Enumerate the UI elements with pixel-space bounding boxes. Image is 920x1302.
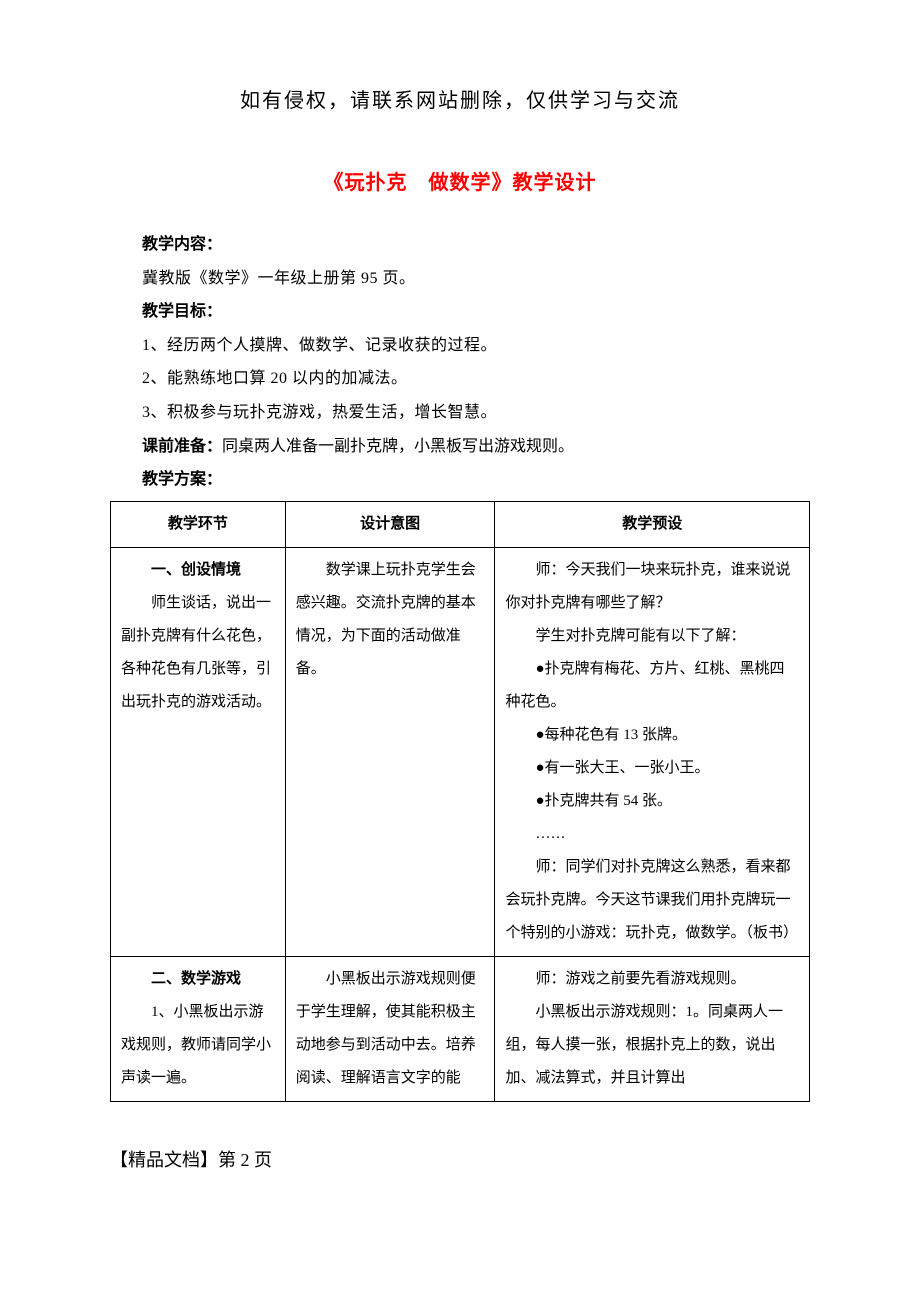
r1c3-p8: 师：同学们对扑克牌这么熟悉，看来都会玩扑克牌。今天这节课我们用扑克牌玩一个特别的… — [505, 851, 799, 950]
r1c3-p2: 学生对扑克牌可能有以下了解： — [505, 620, 799, 653]
cell-r2c3: 师：游戏之前要先看游戏规则。 小黑板出示游戏规则：1。同桌两人一组，每人摸一张，… — [495, 956, 810, 1101]
teaching-plan-table: 教学环节 设计意图 教学预设 一、创设情境 师生谈话，说出一副扑克牌有什么花色，… — [110, 501, 810, 1102]
r2c2-para: 小黑板出示游戏规则便于学生理解，使其能积极主动地参与到活动中去。培养阅读、理解语… — [296, 963, 485, 1095]
page-footer: 【精品文档】第 2 页 — [110, 1142, 810, 1180]
r1c3-p4: ●每种花色有 13 张牌。 — [505, 719, 799, 752]
section-content-text: 冀教版《数学》一年级上册第 95 页。 — [110, 262, 810, 296]
cell-r1c2: 数学课上玩扑克学生会感兴趣。交流扑克牌的基本情况，为下面的活动做准备。 — [285, 547, 495, 956]
document-title: 《玩扑克 做数学》教学设计 — [110, 162, 810, 204]
cell-r1c1: 一、创设情境 师生谈话，说出一副扑克牌有什么花色，各种花色有几张等，引出玩扑克的… — [111, 547, 286, 956]
table-header-c1: 教学环节 — [111, 501, 286, 547]
r2c3-p1: 师：游戏之前要先看游戏规则。 — [505, 963, 799, 996]
r1c3-p7: …… — [505, 818, 799, 851]
r2c1-para: 1、小黑板出示游戏规则，教师请同学小声读一遍。 — [121, 996, 275, 1095]
table-row: 二、数学游戏 1、小黑板出示游戏规则，教师请同学小声读一遍。 小黑板出示游戏规则… — [111, 956, 810, 1101]
goal-3: 3、积极参与玩扑克游戏，热爱生活，增长智慧。 — [110, 396, 810, 430]
table-header-c2: 设计意图 — [285, 501, 495, 547]
section-plan-label: 教学方案： — [110, 463, 810, 497]
cell-r1c3: 师：今天我们一块来玩扑克，谁来说说你对扑克牌有哪些了解？ 学生对扑克牌可能有以下… — [495, 547, 810, 956]
r1c2-para: 数学课上玩扑克学生会感兴趣。交流扑克牌的基本情况，为下面的活动做准备。 — [296, 554, 485, 686]
section-content-label: 教学内容： — [110, 228, 810, 262]
preclass-label: 课前准备： — [142, 438, 222, 455]
preclass-text: 同桌两人准备一副扑克牌，小黑板写出游戏规则。 — [222, 438, 574, 455]
r1c3-p1: 师：今天我们一块来玩扑克，谁来说说你对扑克牌有哪些了解？ — [505, 554, 799, 620]
r1c3-p6: ●扑克牌共有 54 张。 — [505, 785, 799, 818]
table-row: 一、创设情境 师生谈话，说出一副扑克牌有什么花色，各种花色有几张等，引出玩扑克的… — [111, 547, 810, 956]
r1c1-para: 师生谈话，说出一副扑克牌有什么花色，各种花色有几张等，引出玩扑克的游戏活动。 — [121, 587, 275, 719]
preclass-line: 课前准备：同桌两人准备一副扑克牌，小黑板写出游戏规则。 — [110, 430, 810, 464]
r2c1-heading: 二、数学游戏 — [121, 963, 275, 996]
goal-2: 2、能熟练地口算 20 以内的加减法。 — [110, 362, 810, 396]
section-goals-label: 教学目标： — [110, 295, 810, 329]
cell-r2c2: 小黑板出示游戏规则便于学生理解，使其能积极主动地参与到活动中去。培养阅读、理解语… — [285, 956, 495, 1101]
cell-r2c1: 二、数学游戏 1、小黑板出示游戏规则，教师请同学小声读一遍。 — [111, 956, 286, 1101]
header-notice: 如有侵权，请联系网站删除，仅供学习与交流 — [110, 80, 810, 122]
r2c3-p2: 小黑板出示游戏规则：1。同桌两人一组，每人摸一张，根据扑克上的数，说出加、减法算… — [505, 996, 799, 1095]
r1c1-heading: 一、创设情境 — [121, 554, 275, 587]
table-header-row: 教学环节 设计意图 教学预设 — [111, 501, 810, 547]
goal-1: 1、经历两个人摸牌、做数学、记录收获的过程。 — [110, 329, 810, 363]
r1c3-p5: ●有一张大王、一张小王。 — [505, 752, 799, 785]
table-header-c3: 教学预设 — [495, 501, 810, 547]
r1c3-p3: ●扑克牌有梅花、方片、红桃、黑桃四种花色。 — [505, 653, 799, 719]
